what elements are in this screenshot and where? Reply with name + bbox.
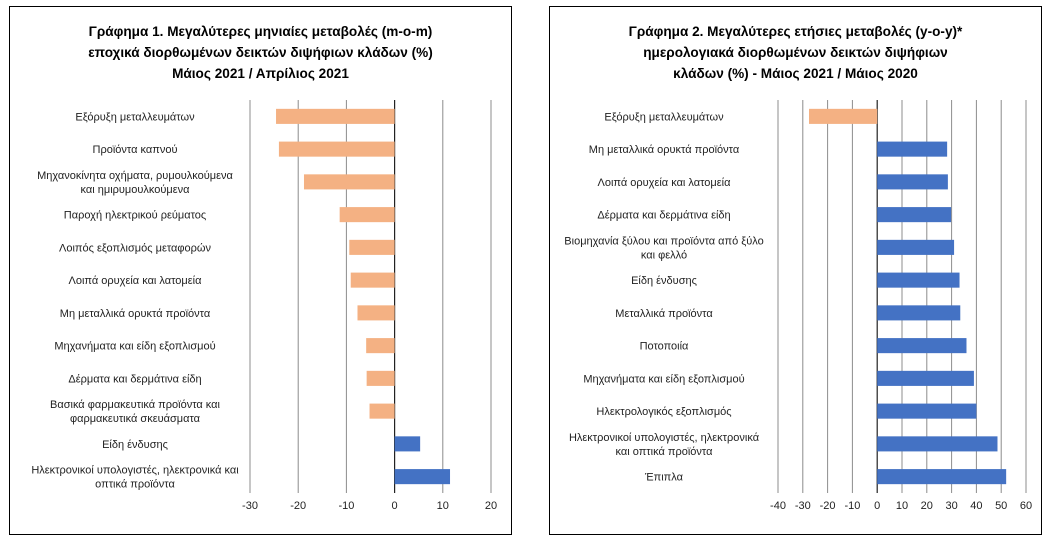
chart-2-bar-9	[877, 403, 977, 419]
chart-2-category-label-6: Μεταλλικά προϊόντα	[615, 308, 713, 320]
chart-1-tick-label-0: -30	[242, 500, 258, 512]
chart-1-category-label-6: Μη μεταλλικά ορυκτά προϊόντα	[60, 308, 211, 320]
chart-1-category-label-3: Παροχή ηλεκτρικού ρεύματος	[64, 210, 206, 222]
chart-2-category-label-11: Έπιπλα	[644, 472, 684, 484]
chart-1-category-label-4: Λοιπός εξοπλισμός μεταφορών	[59, 242, 211, 254]
chart-1-category-label-9: Βασικά φαρμακευτικά προϊόντα και φαρμακευ…	[50, 399, 221, 425]
chart-2-category-label-3: Δέρματα και δερμάτινα είδη	[597, 210, 730, 222]
chart-2-category-label-0: Εξόρυξη μεταλλευμάτων	[604, 111, 724, 123]
chart-1-category-label-7: Μηχανήματα και είδη εξοπλισμού	[54, 341, 215, 353]
chart-1-title: Γράφημα 1. Μεγαλύτερες μηνιαίες μεταβολέ…	[10, 21, 511, 84]
chart-2-bar-10	[877, 436, 998, 452]
chart-2-panel: Γράφημα 2. Μεγαλύτερες ετήσιες μεταβολές…	[549, 6, 1042, 535]
chart-1-bar-11	[394, 469, 451, 485]
chart-1-bar-1	[278, 141, 395, 157]
chart-1-category-label-8: Δέρματα και δερμάτινα είδη	[68, 373, 201, 385]
chart-2-title-line-2: ημερολογιακά διορθωμένων δεικτών διψήφιω…	[643, 45, 948, 60]
chart-1-bar-5	[350, 272, 395, 288]
chart-2-category-label-10: Ηλεκτρονικοί υπολογιστές, ηλεκτρονικά και…	[569, 432, 760, 458]
chart-2-category-label-8: Μηχανήματα και είδη εξοπλισμού	[583, 373, 744, 385]
chart-1-category-label-11: Ηλεκτρονικοί υπολογιστές, ηλεκτρονικά κα…	[31, 465, 239, 491]
chart-2-bar-4	[877, 239, 955, 255]
chart-2-category-label-4: Βιομηχανία ξύλου και προϊόντα από ξύλο κα…	[564, 235, 763, 261]
chart-1-tick-label-3: 0	[392, 500, 398, 512]
chart-2-bar-8	[877, 370, 974, 386]
chart-1-title-line-1: Γράφημα 1. Μεγαλύτερες μηνιαίες μεταβολέ…	[88, 24, 433, 39]
chart-1-title-line-3: Μάιος 2021 / Απρίλιος 2021	[172, 66, 349, 81]
chart-2-tick-label-5: 10	[896, 500, 908, 512]
chart-2-tick-label-3: -10	[844, 500, 860, 512]
chart-1-title-line-2: εποχικά διορθωμένων δεικτών διψήφιων κλά…	[88, 45, 433, 60]
chart-1-plot: -30 -20 -10 0 10 20 Εξόρυξη μεταλλευμάτων Προϊό…	[31, 100, 497, 512]
chart-1-bar-0	[276, 108, 395, 124]
chart-2-plot: -40 -30 -20 -10 0 10 20 30 40 50 60 Εξόρυξη μεταλλε…	[564, 100, 1032, 512]
chart-1-tick-label-1: -20	[290, 500, 306, 512]
chart-1-bar-2	[303, 174, 395, 190]
chart-1-category-label-2: Μηχανοκίνητα οχήματα, ρυμουλκούμενα και η…	[37, 170, 233, 196]
chart-2-bar-6	[877, 305, 961, 321]
chart-2-tick-label-10: 60	[1020, 500, 1032, 512]
chart-2-bar-7	[877, 338, 967, 354]
chart-1-bar-3	[339, 207, 395, 223]
chart-2-title: Γράφημα 2. Μεγαλύτερες ετήσιες μεταβολές…	[550, 21, 1041, 84]
chart-2-category-label-5: Είδη ένδυσης	[631, 275, 697, 287]
chart-1-panel: Γράφημα 1. Μεγαλύτερες μηνιαίες μεταβολέ…	[9, 6, 512, 535]
chart-2-bar-2	[877, 174, 948, 190]
chart-2-category-label-2: Λοιπά ορυχεία και λατομεία	[598, 177, 732, 189]
chart-1-bar-4	[349, 239, 395, 255]
chart-2-tick-label-6: 20	[921, 500, 933, 512]
chart-2-tick-label-2: -20	[820, 500, 836, 512]
chart-2-tick-label-1: -30	[795, 500, 811, 512]
chart-2-tick-label-0: -40	[770, 500, 786, 512]
chart-2-tick-label-7: 30	[945, 500, 957, 512]
chart-2-tick-label-8: 40	[970, 500, 982, 512]
chart-1-category-label-10: Είδη ένδυσης	[102, 439, 168, 451]
chart-1-tick-label-2: -10	[338, 500, 354, 512]
chart-1-tick-label-5: 20	[485, 500, 497, 512]
chart-1-bar-8	[366, 370, 395, 386]
chart-1-category-label-0: Εξόρυξη μεταλλευμάτων	[75, 111, 195, 123]
chart-2-bar-5	[877, 272, 960, 288]
chart-2-bar-1	[877, 141, 948, 157]
chart-1-category-label-1: Προϊόντα καπνού	[93, 144, 178, 156]
chart-1-bar-6	[357, 305, 395, 321]
chart-2-title-line-1: Γράφημα 2. Μεγαλύτερες ετήσιες μεταβολές…	[628, 24, 963, 39]
chart-1-bar-10	[394, 436, 421, 452]
chart-2-category-label-1: Μη μεταλλικά ορυκτά προϊόντα	[589, 144, 740, 156]
chart-2-bar-3	[877, 207, 952, 223]
chart-2-category-label-7: Ποτοποιία	[640, 341, 689, 353]
chart-1-category-label-5: Λοιπά ορυχεία και λατομεία	[69, 275, 203, 287]
chart-1-tick-label-4: 10	[437, 500, 449, 512]
chart-2-title-line-3: κλάδων (%) - Μάιος 2021 / Μάιος 2020	[673, 66, 918, 81]
chart-2-tick-label-4: 0	[874, 500, 880, 512]
chart-2-bar-11	[877, 469, 1007, 485]
chart-1-bar-9	[369, 403, 395, 419]
chart-1-bar-7	[366, 338, 395, 354]
chart-2-category-label-9: Ηλεκτρολογικός εξοπλισμός	[596, 406, 731, 418]
chart-2-tick-label-9: 50	[995, 500, 1007, 512]
chart-2-bar-0	[809, 108, 878, 124]
